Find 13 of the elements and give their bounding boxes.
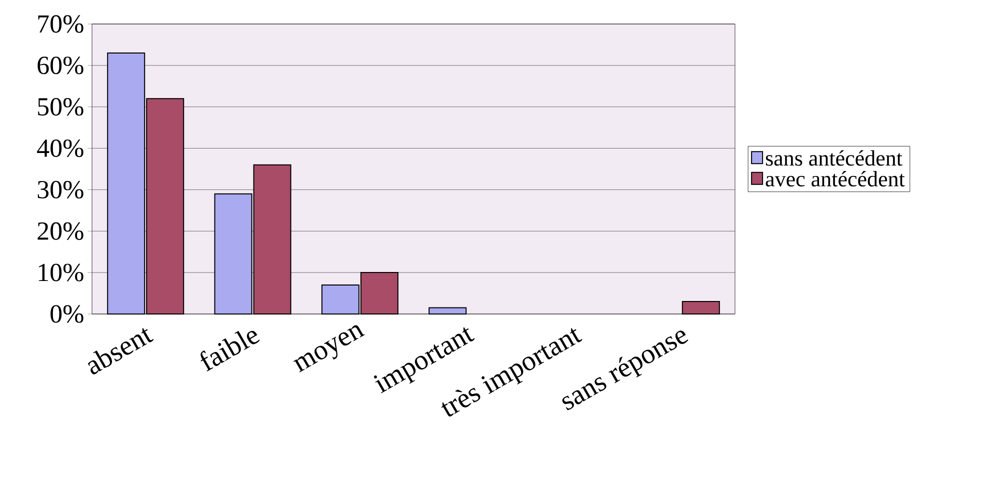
x-tick-label: faible bbox=[200, 330, 260, 372]
y-tick-label: 60% bbox=[38, 56, 84, 74]
y-tick-label: 0% bbox=[50, 305, 84, 323]
y-tick-label: 70% bbox=[38, 15, 84, 33]
legend-label: sans antécédent bbox=[766, 150, 902, 166]
y-tick-label: 20% bbox=[38, 222, 84, 240]
y-tick-label: 10% bbox=[38, 264, 84, 282]
x-tick-label: absent bbox=[88, 328, 154, 374]
y-tick-label: 50% bbox=[38, 98, 84, 116]
legend-label: avec antécédent bbox=[766, 170, 905, 187]
y-tick-label: 30% bbox=[38, 180, 84, 199]
y-tick-label: 40% bbox=[37, 139, 84, 158]
x-tick-label: moyen bbox=[293, 325, 365, 372]
